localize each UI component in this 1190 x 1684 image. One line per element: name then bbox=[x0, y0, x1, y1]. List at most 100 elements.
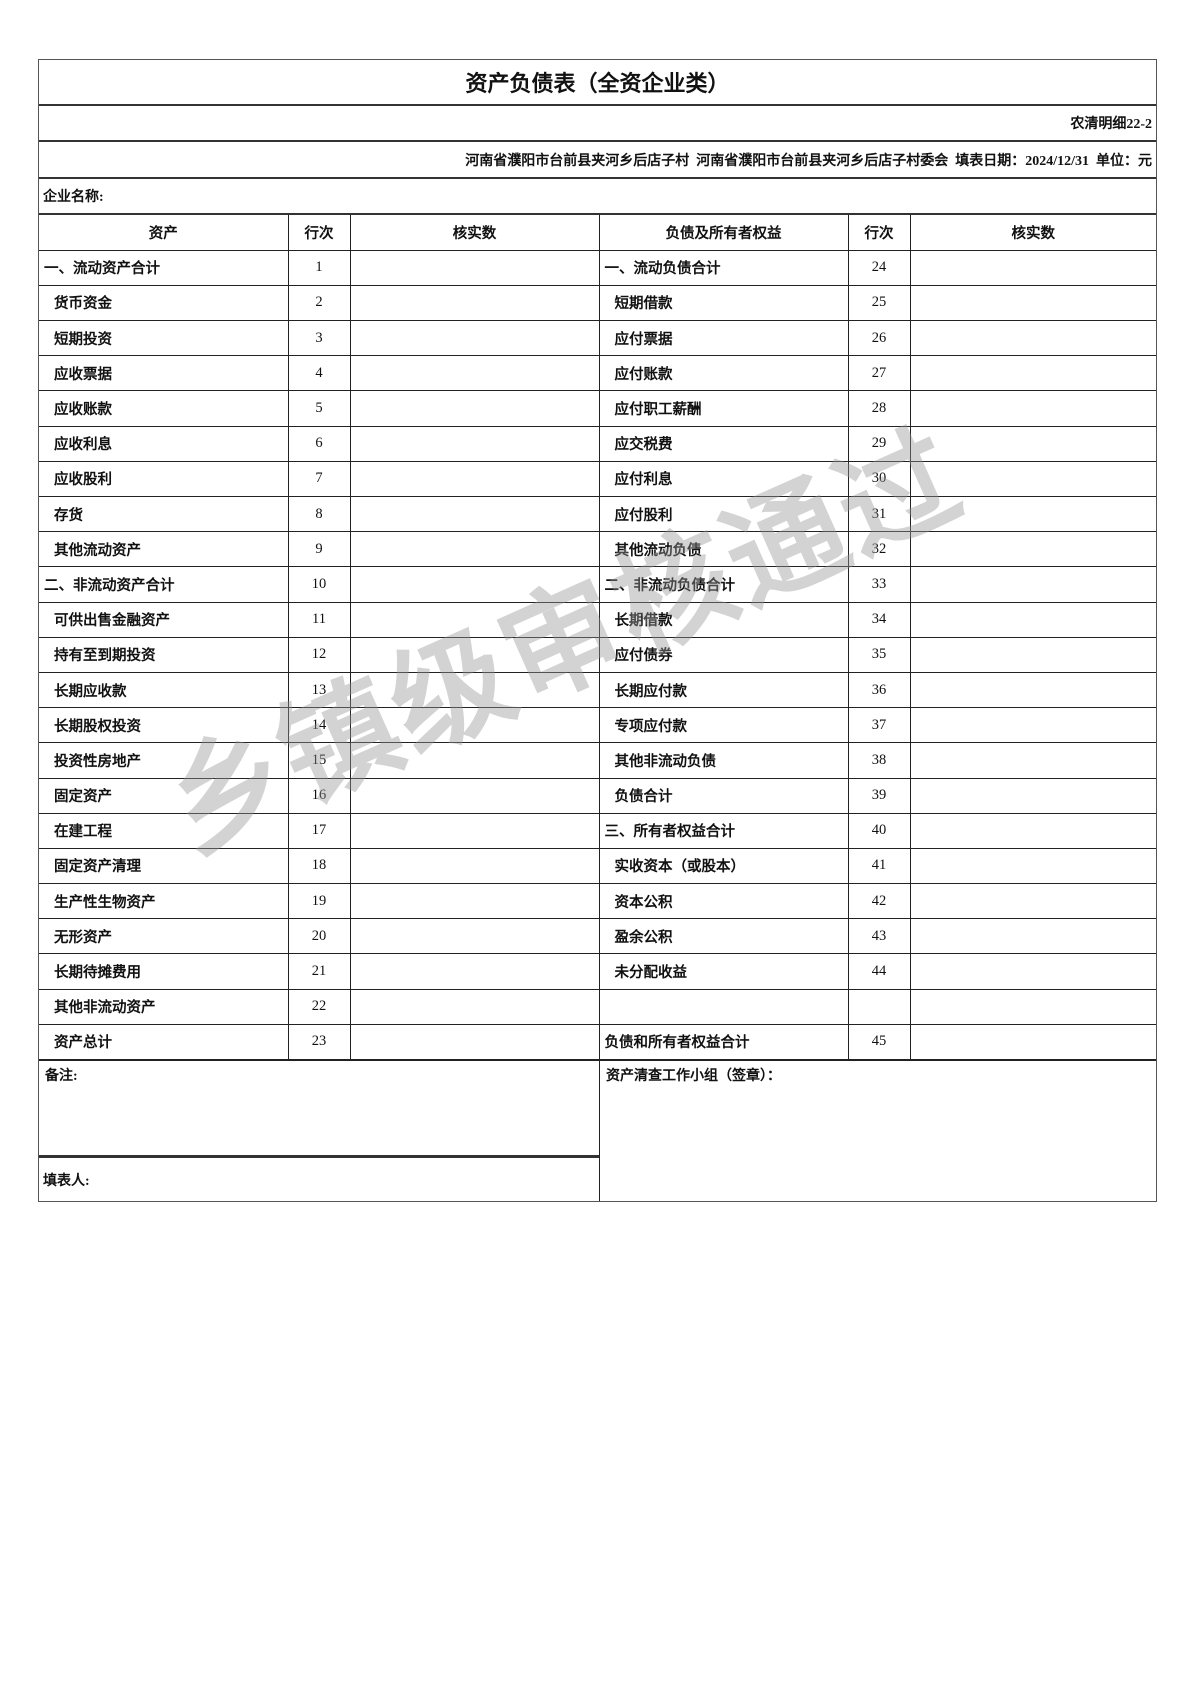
asset-verified-value[interactable] bbox=[349, 249, 600, 286]
liability-verified-value[interactable] bbox=[909, 1023, 1156, 1061]
liability-verified-value[interactable] bbox=[909, 425, 1156, 462]
asset-verified-value[interactable] bbox=[349, 425, 600, 462]
table-row: 应收票据 4 应付账款 27 bbox=[39, 355, 1156, 392]
asset-verified-value[interactable] bbox=[349, 320, 600, 357]
asset-label: 应收票据 bbox=[39, 355, 289, 392]
liability-verified-value[interactable] bbox=[909, 918, 1156, 955]
liability-label: 应付债券 bbox=[598, 636, 849, 673]
liability-verified-value[interactable] bbox=[909, 320, 1156, 357]
table-row: 无形资产 20 盈余公积 43 bbox=[39, 918, 1156, 955]
asset-verified-value[interactable] bbox=[349, 777, 600, 814]
liability-verified-value[interactable] bbox=[909, 847, 1156, 885]
liability-verified-value[interactable] bbox=[909, 812, 1156, 849]
liability-label: 应付账款 bbox=[598, 355, 849, 392]
header-verified: 核实数 bbox=[349, 215, 600, 251]
liability-label: 未分配收益 bbox=[598, 953, 849, 990]
asset-label: 应收账款 bbox=[39, 390, 289, 427]
liability-label: 应付利息 bbox=[598, 460, 849, 498]
form-code: 农清明细22-2 bbox=[39, 106, 1156, 142]
liability-label: 资本公积 bbox=[598, 883, 849, 920]
table-row: 投资性房地产 15 其他非流动负债 38 bbox=[39, 742, 1156, 779]
table-row: 持有至到期投资 12 应付债券 35 bbox=[39, 636, 1156, 673]
balance-table: 资产 行次 核实数 负债及所有者权益 行次 核实数 一、流动资产合计 1 一、流动负… bbox=[39, 215, 1156, 1061]
liability-line-no: 40 bbox=[847, 812, 911, 849]
liability-label: 其他流动负债 bbox=[598, 531, 849, 568]
asset-line-no: 4 bbox=[287, 355, 351, 392]
liability-label: 应付票据 bbox=[598, 320, 849, 357]
liability-verified-value[interactable] bbox=[909, 249, 1156, 286]
liability-verified-value[interactable] bbox=[909, 566, 1156, 603]
table-row: 长期应收款 13 长期应付款 36 bbox=[39, 671, 1156, 709]
asset-label: 其他非流动资产 bbox=[39, 988, 289, 1025]
asset-line-no: 13 bbox=[287, 671, 351, 709]
asset-verified-value[interactable] bbox=[349, 671, 600, 709]
liability-verified-value[interactable] bbox=[909, 460, 1156, 498]
table-row: 在建工程 17 三、所有者权益合计 40 bbox=[39, 812, 1156, 849]
liability-line-no: 33 bbox=[847, 566, 911, 603]
asset-verified-value[interactable] bbox=[349, 355, 600, 392]
liability-line-no: 38 bbox=[847, 742, 911, 779]
liability-line-no: 42 bbox=[847, 883, 911, 920]
team-signature-field[interactable]: 资产清查工作小组（签章）： bbox=[606, 1069, 781, 1084]
liability-verified-value[interactable] bbox=[909, 671, 1156, 709]
asset-line-no: 21 bbox=[287, 953, 351, 990]
remark-field[interactable]: 备注: bbox=[39, 1061, 599, 1158]
table-row: 长期股权投资 14 专项应付款 37 bbox=[39, 707, 1156, 744]
liability-verified-value[interactable] bbox=[909, 355, 1156, 392]
liability-verified-value[interactable] bbox=[909, 953, 1156, 990]
asset-label: 应收利息 bbox=[39, 425, 289, 462]
table-row: 存货 8 应付股利 31 bbox=[39, 495, 1156, 533]
liability-line-no: 32 bbox=[847, 531, 911, 568]
asset-verified-value[interactable] bbox=[349, 812, 600, 849]
liability-verified-value[interactable] bbox=[909, 707, 1156, 744]
asset-line-no: 23 bbox=[287, 1023, 351, 1061]
asset-verified-value[interactable] bbox=[349, 601, 600, 638]
table-row: 货币资金 2 短期借款 25 bbox=[39, 284, 1156, 322]
asset-verified-value[interactable] bbox=[349, 918, 600, 955]
asset-verified-value[interactable] bbox=[349, 1023, 600, 1061]
asset-verified-value[interactable] bbox=[349, 460, 600, 498]
asset-verified-value[interactable] bbox=[349, 707, 600, 744]
liability-verified-value[interactable] bbox=[909, 284, 1156, 322]
asset-verified-value[interactable] bbox=[349, 883, 600, 920]
liability-line-no bbox=[847, 988, 911, 1025]
liability-label: 应交税费 bbox=[598, 425, 849, 462]
header-verified-2: 核实数 bbox=[909, 215, 1156, 251]
liability-verified-value[interactable] bbox=[909, 601, 1156, 638]
asset-verified-value[interactable] bbox=[349, 531, 600, 568]
liability-verified-value[interactable] bbox=[909, 390, 1156, 427]
asset-label: 在建工程 bbox=[39, 812, 289, 849]
liability-label: 长期应付款 bbox=[598, 671, 849, 709]
liability-verified-value[interactable] bbox=[909, 777, 1156, 814]
liability-verified-value[interactable] bbox=[909, 495, 1156, 533]
liability-label: 盈余公积 bbox=[598, 918, 849, 955]
asset-verified-value[interactable] bbox=[349, 953, 600, 990]
asset-line-no: 14 bbox=[287, 707, 351, 744]
table-row: 短期投资 3 应付票据 26 bbox=[39, 320, 1156, 357]
form-title: 资产负债表（全资企业类） bbox=[39, 60, 1156, 106]
filler-field[interactable]: 填表人: bbox=[43, 1173, 90, 1189]
asset-verified-value[interactable] bbox=[349, 988, 600, 1025]
asset-verified-value[interactable] bbox=[349, 495, 600, 533]
liability-verified-value[interactable] bbox=[909, 988, 1156, 1025]
table-row: 应收利息 6 应交税费 29 bbox=[39, 425, 1156, 462]
liability-line-no: 45 bbox=[847, 1023, 911, 1061]
liability-verified-value[interactable] bbox=[909, 636, 1156, 673]
asset-line-no: 2 bbox=[287, 284, 351, 322]
enterprise-name-label: 企业名称: bbox=[39, 179, 1156, 215]
liability-verified-value[interactable] bbox=[909, 531, 1156, 568]
asset-label: 短期投资 bbox=[39, 320, 289, 357]
balance-sheet-form: 资产负债表（全资企业类） 农清明细22-2 河南省濮阳市台前县夹河乡后店子村 河… bbox=[38, 59, 1157, 1202]
asset-verified-value[interactable] bbox=[349, 742, 600, 779]
asset-verified-value[interactable] bbox=[349, 847, 600, 885]
liability-verified-value[interactable] bbox=[909, 883, 1156, 920]
table-row: 长期待摊费用 21 未分配收益 44 bbox=[39, 953, 1156, 990]
liability-verified-value[interactable] bbox=[909, 742, 1156, 779]
asset-verified-value[interactable] bbox=[349, 566, 600, 603]
liability-label: 负债和所有者权益合计 bbox=[598, 1023, 849, 1061]
header-line-no: 行次 bbox=[287, 215, 351, 251]
asset-line-no: 8 bbox=[287, 495, 351, 533]
asset-verified-value[interactable] bbox=[349, 284, 600, 322]
asset-verified-value[interactable] bbox=[349, 390, 600, 427]
asset-verified-value[interactable] bbox=[349, 636, 600, 673]
